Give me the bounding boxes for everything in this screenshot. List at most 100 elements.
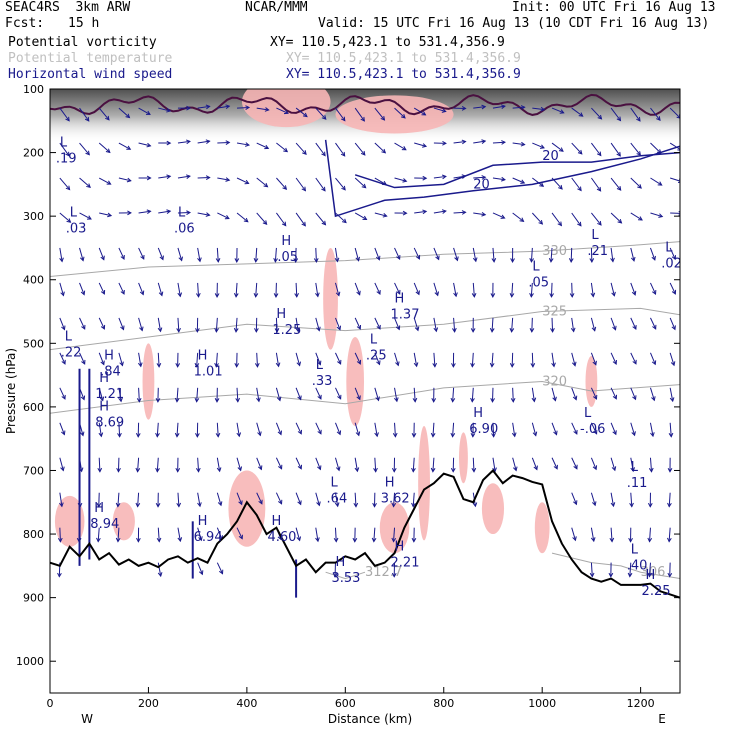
wind-vector-head — [174, 397, 180, 403]
wind-vector-head — [470, 397, 475, 403]
wind-vector-head — [60, 466, 65, 472]
wind-vector-head — [558, 147, 564, 152]
wind-vector — [571, 422, 578, 435]
wind-vector — [177, 317, 180, 332]
wind-vector — [650, 352, 656, 365]
wind-vector — [610, 422, 617, 435]
wind-vector-head — [205, 212, 211, 217]
hl-marker: L.05 — [528, 260, 549, 291]
wind-vector-head — [530, 363, 536, 368]
wind-vector — [413, 107, 426, 116]
wind-vector — [59, 527, 61, 542]
wind-vector — [334, 247, 339, 262]
hl-marker: H4.60 — [267, 514, 296, 545]
terrain-line — [50, 468, 680, 599]
wind-vector-head — [214, 362, 219, 368]
wind-vector-head — [375, 255, 381, 261]
wind-vector — [118, 352, 123, 366]
hl-value: 8.94 — [90, 517, 119, 532]
wind-vector-head — [532, 431, 538, 437]
wind-vector-head — [214, 398, 220, 403]
hl-kind: H — [281, 234, 291, 249]
wind-vector — [354, 457, 358, 472]
wind-vector-head — [415, 254, 421, 260]
wind-vector — [511, 317, 514, 332]
hl-kind: H — [99, 371, 109, 386]
wind-vector-head — [413, 362, 419, 368]
wind-vector — [453, 141, 466, 144]
wind-vector-head — [198, 570, 204, 576]
wind-vector — [413, 387, 416, 402]
wind-vector — [118, 142, 131, 150]
x-tick-label: 0 — [47, 697, 54, 710]
wind-vector-head — [340, 151, 346, 157]
wind-vector — [571, 457, 578, 469]
wind-vector-head — [470, 328, 476, 333]
wind-vector-head — [421, 111, 427, 116]
wind-vector-head — [573, 500, 578, 506]
wind-vector-head — [205, 139, 211, 144]
wind-vector — [59, 492, 63, 507]
wind-vector — [649, 457, 653, 472]
wind-vector — [295, 142, 307, 155]
wind-vector — [335, 177, 346, 191]
wind-vector-head — [235, 397, 240, 403]
wind-vector — [630, 457, 634, 472]
wind-vector-head — [631, 431, 636, 437]
wind-vector-head — [553, 464, 558, 470]
wind-vector-head — [395, 361, 400, 367]
wind-speed-contour-label: 20 — [542, 149, 559, 164]
wind-vector — [315, 422, 322, 435]
wind-vector — [590, 527, 595, 542]
wind-vector — [512, 422, 516, 437]
wind-vector — [138, 247, 145, 260]
wind-vector-head — [520, 179, 526, 184]
wind-vector-head — [589, 572, 595, 578]
wind-vector — [118, 317, 124, 330]
wind-vector-head — [313, 258, 319, 263]
wind-vector — [138, 107, 151, 115]
wind-vector — [99, 212, 112, 217]
wind-vector — [79, 352, 86, 365]
field-xy-pv: XY= 110.5,423.1 to 531.4,356.9 — [270, 35, 505, 50]
model-label: SEAC4RS 3km ARW — [5, 0, 131, 15]
wind-vector — [433, 107, 446, 112]
wind-vector — [295, 387, 302, 400]
wind-vector-head — [533, 465, 538, 471]
wind-vector — [354, 107, 365, 122]
wind-vector-head — [632, 359, 637, 365]
hl-kind: L — [178, 206, 186, 221]
hl-marker: L.19 — [56, 136, 77, 167]
wind-vector — [473, 106, 486, 109]
wind-vector-head — [450, 397, 456, 403]
wind-vector — [610, 457, 616, 471]
wind-vector — [236, 492, 243, 505]
wind-vector-head — [100, 289, 106, 295]
wind-vector — [374, 352, 381, 365]
wind-vector — [394, 387, 398, 402]
wind-vector-head — [677, 146, 680, 151]
wind-vector — [256, 492, 263, 504]
hl-value: .25 — [366, 349, 387, 364]
wind-vector — [649, 527, 651, 542]
y-tick-label: 300 — [23, 210, 44, 223]
wind-vector — [315, 527, 319, 542]
wind-vector — [591, 107, 602, 120]
wind-vector — [354, 317, 361, 330]
wind-vector-head — [166, 107, 172, 113]
wind-vector — [473, 212, 486, 216]
wind-vector — [374, 282, 381, 295]
wind-vector-head — [415, 290, 420, 296]
wind-vector — [512, 387, 514, 402]
y-tick-label: 700 — [23, 464, 44, 477]
hl-kind: L — [584, 406, 592, 421]
wind-vector-head — [139, 290, 145, 296]
wind-vector-head — [651, 360, 657, 366]
wind-vector-head — [509, 363, 515, 368]
wind-vector-head — [510, 397, 516, 403]
wind-vector — [551, 142, 564, 152]
wind-vector — [137, 492, 140, 507]
wind-vector-head — [394, 397, 399, 403]
wind-vector — [158, 107, 171, 112]
